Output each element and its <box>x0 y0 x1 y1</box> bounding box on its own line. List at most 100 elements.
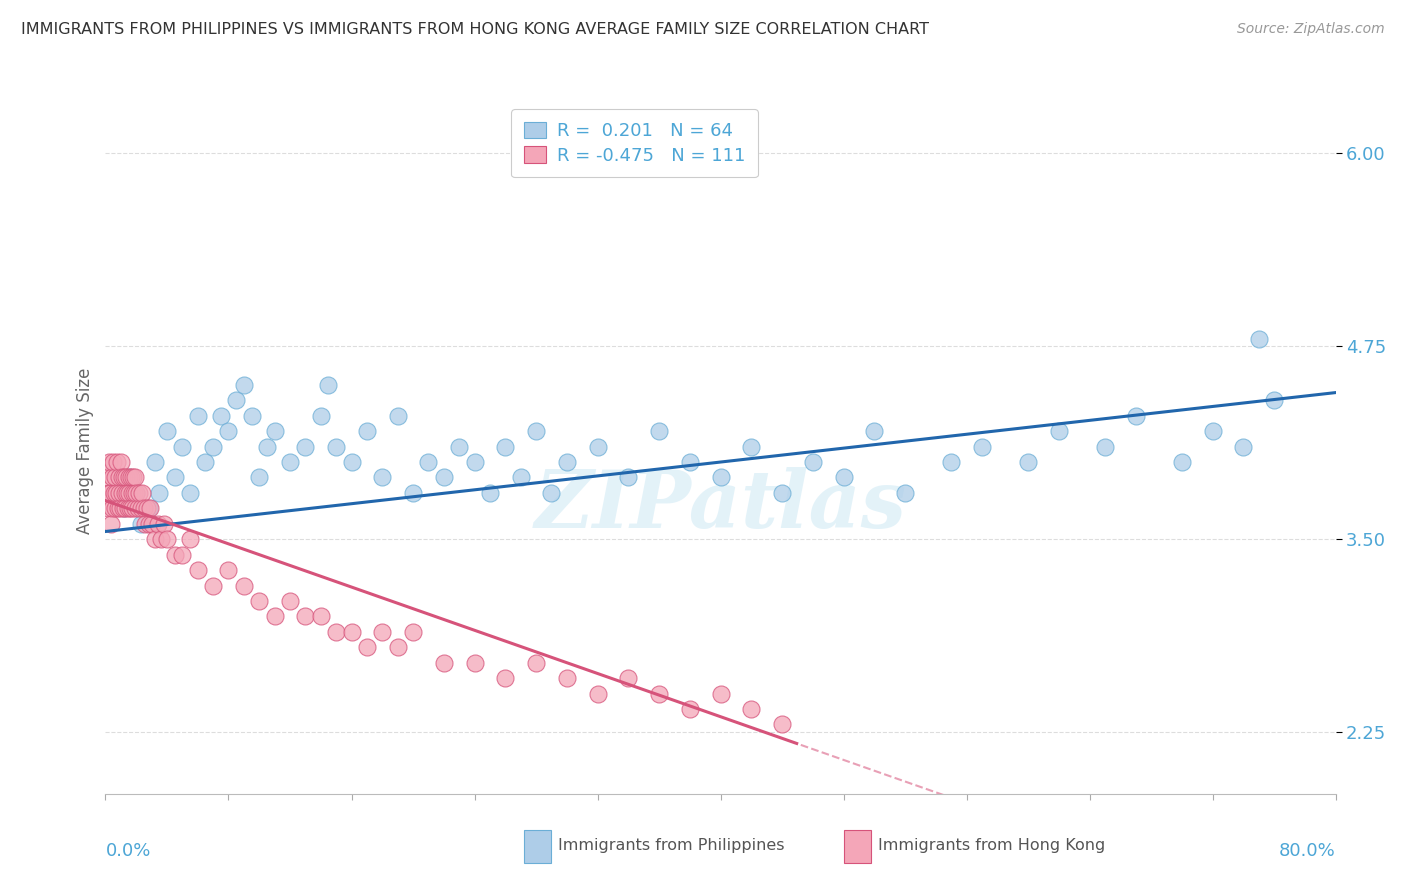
Point <box>387 640 409 655</box>
Point <box>138 501 160 516</box>
Point <box>402 486 425 500</box>
Point <box>464 656 486 670</box>
Point <box>153 516 176 531</box>
Point <box>478 486 501 500</box>
Point <box>387 409 409 423</box>
Point <box>128 486 150 500</box>
Point <box>129 501 152 516</box>
Point <box>104 501 127 516</box>
Point <box>555 671 578 685</box>
Point <box>131 486 153 500</box>
Point <box>202 578 225 592</box>
Point <box>107 501 129 516</box>
Point <box>101 455 124 469</box>
Point <box>555 455 578 469</box>
Point <box>494 671 516 685</box>
Point <box>187 409 209 423</box>
Point <box>100 470 122 484</box>
Point <box>679 455 702 469</box>
Point <box>114 486 136 500</box>
Point <box>138 516 160 531</box>
Point <box>356 640 378 655</box>
Point <box>494 440 516 454</box>
Point <box>256 440 278 454</box>
Point <box>740 440 762 454</box>
Point <box>105 455 128 469</box>
Point <box>125 486 148 500</box>
Point <box>1047 424 1070 438</box>
Point <box>524 656 547 670</box>
Point <box>356 424 378 438</box>
Point <box>263 424 285 438</box>
Point <box>309 409 332 423</box>
Point <box>122 470 145 484</box>
Point <box>209 409 232 423</box>
Text: Source: ZipAtlas.com: Source: ZipAtlas.com <box>1237 22 1385 37</box>
Point <box>679 702 702 716</box>
Point <box>156 424 179 438</box>
Point <box>710 687 733 701</box>
Point <box>134 516 156 531</box>
Point <box>247 594 270 608</box>
Point <box>371 470 394 484</box>
FancyBboxPatch shape <box>844 830 870 863</box>
Point <box>218 563 240 577</box>
Point <box>115 470 138 484</box>
Text: ZIPatlas: ZIPatlas <box>534 467 907 544</box>
Point <box>1232 440 1254 454</box>
Point <box>294 609 316 624</box>
Legend: R =  0.201   N = 64, R = -0.475   N = 111: R = 0.201 N = 64, R = -0.475 N = 111 <box>512 109 758 178</box>
Point <box>540 486 562 500</box>
Point <box>129 516 152 531</box>
Point <box>710 470 733 484</box>
Point <box>172 440 194 454</box>
Point <box>146 516 169 531</box>
Point <box>124 470 146 484</box>
Point <box>232 578 254 592</box>
Point <box>117 501 139 516</box>
Point <box>617 470 640 484</box>
Text: IMMIGRANTS FROM PHILIPPINES VS IMMIGRANTS FROM HONG KONG AVERAGE FAMILY SIZE COR: IMMIGRANTS FROM PHILIPPINES VS IMMIGRANT… <box>21 22 929 37</box>
Point <box>108 501 131 516</box>
Point <box>120 501 141 516</box>
Point <box>371 624 394 639</box>
Point <box>232 377 254 392</box>
Point <box>117 470 139 484</box>
Point <box>187 563 209 577</box>
Point <box>240 409 263 423</box>
Point <box>801 455 824 469</box>
Point <box>111 470 134 484</box>
Point <box>112 501 135 516</box>
Point <box>648 424 671 438</box>
Point <box>449 440 471 454</box>
Point <box>107 470 129 484</box>
Point <box>433 656 456 670</box>
Point <box>172 548 194 562</box>
Point <box>1017 455 1039 469</box>
Point <box>1125 409 1147 423</box>
Point <box>97 486 120 500</box>
Point <box>1094 440 1116 454</box>
Point <box>120 470 142 484</box>
Point <box>1263 393 1285 408</box>
Point <box>100 516 122 531</box>
Point <box>125 486 148 500</box>
Point <box>263 609 285 624</box>
Point <box>149 532 172 546</box>
Point <box>97 501 120 516</box>
FancyBboxPatch shape <box>524 830 551 863</box>
Point <box>114 501 136 516</box>
Point <box>121 486 143 500</box>
Point <box>770 486 793 500</box>
Point <box>941 455 963 469</box>
Point <box>770 717 793 731</box>
Point <box>112 501 135 516</box>
Point <box>103 486 125 500</box>
Point <box>194 455 217 469</box>
Point <box>225 393 247 408</box>
Point <box>309 609 332 624</box>
Point <box>136 501 159 516</box>
Point <box>98 486 121 500</box>
Point <box>340 455 363 469</box>
Point <box>115 486 138 500</box>
